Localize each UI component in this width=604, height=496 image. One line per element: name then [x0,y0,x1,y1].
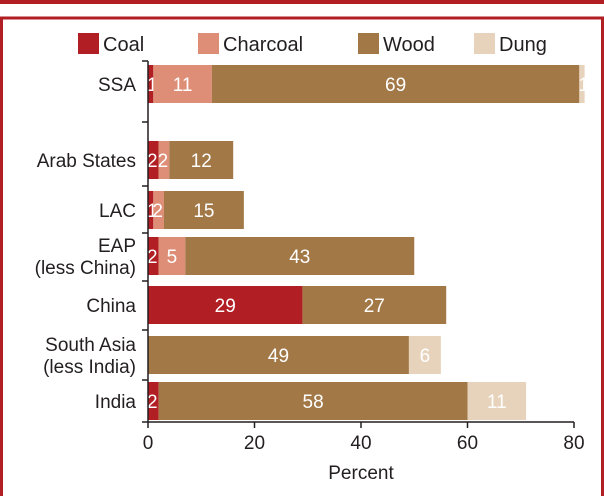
data-label-india-coal: 2 [147,392,158,413]
x-tick-label-0: 0 [143,433,154,454]
bar-india-dung [467,382,527,420]
legend-swatch-coal [78,33,99,54]
bar-arab-states-coal [148,141,159,179]
data-label-lac-charcoal: 2 [152,201,163,222]
bar-arab-states-charcoal [158,141,170,179]
category-label-arab-states: Arab States [37,151,136,172]
bar-eap-less-china-coal [148,237,159,275]
data-label-china-wood: 27 [364,296,385,317]
legend-swatch-charcoal [198,33,219,54]
x-tick-label-60: 60 [457,433,478,454]
legend-label-coal: Coal [103,34,144,56]
data-label-eap-less-china-coal: 2 [147,247,158,268]
bar-ssa-dung [579,65,585,103]
category-label-eap-less-china: EAP (less China) [35,236,136,279]
bar-lac-coal [148,191,154,229]
data-label-ssa-coal: 1 [147,75,158,96]
top-rule [0,0,604,4]
data-label-lac-wood: 15 [193,201,214,222]
data-label-arab-states-wood: 12 [191,151,212,172]
data-label-arab-states-coal: 2 [147,151,158,172]
bar-ssa-coal [148,65,154,103]
legend: Coal Charcoal Wood Dung [78,33,547,56]
data-label-lac-coal: 1 [147,201,158,222]
bar-ssa-charcoal [153,65,212,103]
data-label-india-dung: 11 [487,392,507,413]
category-label-lac: LAC [99,201,136,222]
legend-label-dung: Dung [499,34,547,56]
bar-lac-wood [163,191,244,229]
legend-label-wood: Wood [383,34,435,56]
bar-india-coal [148,382,159,420]
x-axis-title: Percent [328,463,394,484]
bar-south-asia-less-india-dung [408,336,441,374]
bar-lac-charcoal [153,191,164,229]
category-label-india: India [95,392,137,413]
bar-arab-states-wood [169,141,234,179]
data-label-south-asia-less-india-dung: 6 [420,346,431,367]
axes: SSA Arab States LAC EAP (less China) China Sou… [35,60,585,484]
bar-eap-less-china-charcoal [158,237,186,275]
x-tick-label-20: 20 [244,433,265,454]
bar-eap-less-china-wood [185,237,415,275]
data-label-india-wood: 58 [303,392,324,413]
bar-china-coal [148,286,303,324]
legend-swatch-wood [358,33,379,54]
data-label-arab-states-charcoal: 2 [158,151,169,172]
bar-china-wood [302,286,447,324]
x-tick-label-40: 40 [350,433,371,454]
data-label-ssa-wood: 69 [385,75,406,96]
bar-ssa-wood [211,65,580,103]
data-label-ssa-charcoal: 11 [173,75,193,96]
category-label-south-asia-less-india: South Asia (less India) [43,335,136,378]
legend-label-charcoal: Charcoal [223,34,303,56]
data-label-ssa-dung: 1 [578,75,589,96]
bar-south-asia-less-india-wood [148,336,409,374]
legend-swatch-dung [474,33,495,54]
data-label-china-coal: 29 [215,296,236,317]
category-label-ssa: SSA [98,75,136,96]
data-label-eap-less-china-charcoal: 5 [167,247,178,268]
category-label-china: China [86,296,136,317]
data-label-eap-less-china-wood: 43 [289,247,310,268]
data-label-south-asia-less-india-wood: 49 [268,346,289,367]
x-tick-label-80: 80 [563,433,584,454]
bar-india-wood [158,382,468,420]
